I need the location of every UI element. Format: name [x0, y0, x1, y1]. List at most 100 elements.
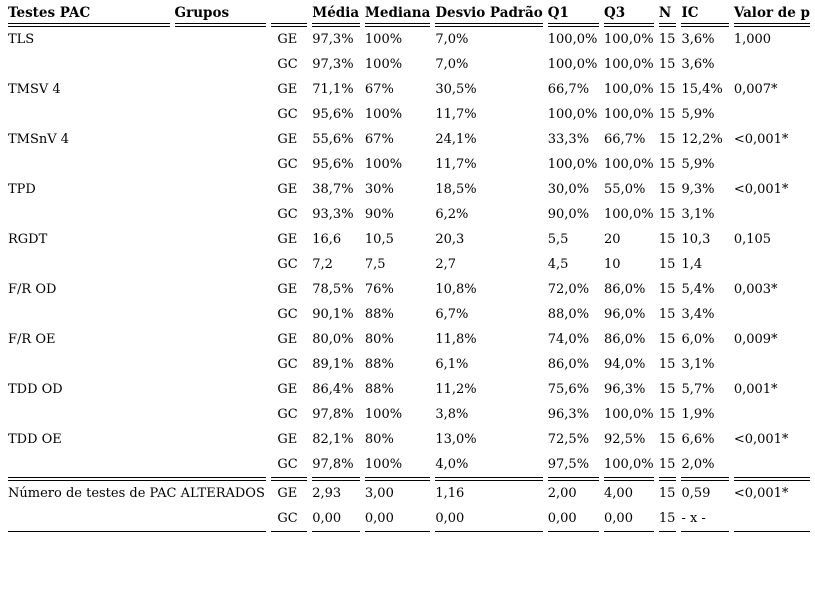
ic-cell: 15,4% [681, 82, 723, 97]
q3-cell: 100,0% [604, 407, 654, 422]
group-cell: GC [277, 357, 298, 372]
n-cell: 15 [658, 57, 676, 72]
column-header-group-values [271, 1, 308, 27]
n-cell: 15 [658, 107, 676, 122]
media-cell: 97,3% [312, 57, 354, 72]
ic-cell: 1,4 [681, 257, 703, 272]
test-name-cell: F/R OE [8, 332, 56, 347]
n-cell: 15 [658, 32, 676, 47]
table-row: F/R OD GE 78,5% 76% 10,8% 72,0% 86,0% 15 5,4% 0,0… [8, 277, 810, 302]
q1-cell: 66,7% [547, 82, 590, 97]
media-cell: 93,3% [312, 207, 354, 222]
mediana-cell: 100% [364, 107, 403, 122]
header-row: Testes PAC Grupos Média Mediana Desvio P… [8, 1, 810, 27]
q3-cell: 100,0% [604, 82, 654, 97]
mediana-cell: 80% [364, 332, 394, 347]
p-value-cell [734, 402, 810, 427]
test-name-cell [8, 452, 267, 481]
group-cell: GC [271, 452, 308, 481]
group-cell: GC [271, 506, 308, 532]
test-name-cell: RGDT [8, 232, 48, 247]
test-name-cell [8, 402, 266, 427]
n-cell: 15 [658, 452, 677, 481]
column-header-valor-de-p: Valor de p [733, 1, 810, 27]
column-header-q3: Q3 [604, 1, 654, 27]
test-name-cell [8, 506, 267, 532]
desvio-padrao-cell: 11,7% [435, 157, 477, 172]
n-cell: 15 [658, 132, 676, 147]
mediana-cell: 67% [364, 132, 394, 147]
n-cell: 15 [658, 506, 677, 532]
p-value-cell [734, 202, 810, 227]
ic-cell: 5,9% [681, 157, 715, 172]
mediana-cell: 100% [364, 57, 403, 72]
group-cell: GC [277, 407, 298, 422]
q1-cell: 96,3% [547, 407, 590, 422]
ic-cell: 5,9% [681, 107, 715, 122]
desvio-padrao-cell: 11,7% [435, 107, 477, 122]
q3-cell: 92,5% [604, 432, 646, 447]
test-name-cell: Número de testes de PAC ALTERADOS [8, 486, 265, 501]
test-name-cell: TDD OD [8, 382, 63, 397]
ic-cell: 3,1% [681, 207, 715, 222]
table-row: GC 7,2 7,5 2,7 4,5 10 15 1,4 [8, 252, 810, 277]
n-cell: 15 [658, 357, 676, 372]
desvio-padrao-cell: 11,8% [435, 332, 477, 347]
desvio-padrao-cell: 2,7 [435, 257, 457, 272]
table-row: GC 95,6% 100% 11,7% 100,0% 100,0% 15 5,9% [8, 102, 810, 127]
media-cell: 89,1% [312, 357, 354, 372]
mediana-cell: 67% [364, 82, 394, 97]
group-cell: GE [277, 32, 298, 47]
table-body: TLS GE 97,3% 100% 7,0% 100,0% 100,0% 15 3,6% 1,00… [8, 27, 810, 532]
column-header-ic: IC [681, 1, 729, 27]
table-row: GC 97,3% 100% 7,0% 100,0% 100,0% 15 3,6% [8, 52, 810, 77]
group-cell: GC [277, 107, 298, 122]
mediana-cell: 80% [364, 432, 394, 447]
desvio-padrao-cell: 1,16 [435, 486, 465, 501]
media-cell: 71,1% [312, 82, 354, 97]
q3-cell: 100,0% [604, 32, 654, 47]
q1-cell: 0,00 [547, 506, 600, 532]
q1-cell: 2,00 [547, 486, 577, 501]
group-cell: GC [277, 307, 298, 322]
media-cell: 82,1% [312, 432, 354, 447]
media-cell: 2,93 [312, 486, 342, 501]
p-value-cell: <0,001* [733, 486, 789, 501]
desvio-padrao-cell: 6,2% [435, 207, 469, 222]
desvio-padrao-cell: 30,5% [435, 82, 477, 97]
group-cell: GE [277, 182, 298, 197]
ic-cell: 3,1% [681, 357, 715, 372]
q1-cell: 4,5 [547, 257, 569, 272]
ic-cell: 1,9% [681, 407, 715, 422]
n-cell: 15 [658, 332, 676, 347]
media-cell: 78,5% [312, 282, 354, 297]
desvio-padrao-cell: 6,1% [435, 357, 469, 372]
n-cell: 15 [658, 182, 676, 197]
column-header-desvio-padrao: Desvio Padrão [435, 1, 543, 27]
group-cell: GC [277, 257, 298, 272]
table-row: TPD GE 38,7% 30% 18,5% 30,0% 55,0% 15 9,3% <0,001… [8, 177, 810, 202]
test-name-cell: TMSnV 4 [8, 132, 70, 147]
column-header-q1: Q1 [547, 1, 600, 27]
q3-cell: 100,0% [604, 107, 654, 122]
desvio-padrao-cell: 11,2% [435, 382, 477, 397]
table-row: GC 89,1% 88% 6,1% 86,0% 94,0% 15 3,1% [8, 352, 810, 377]
table-row: TMSV 4 GE 71,1% 67% 30,5% 66,7% 100,0% 15 15,4% 0… [8, 77, 810, 102]
n-cell: 15 [658, 432, 676, 447]
q1-cell: 88,0% [547, 307, 590, 322]
n-cell: 15 [658, 232, 676, 247]
table-row: TDD OE GE 82,1% 80% 13,0% 72,5% 92,5% 15 6,6% <0,… [8, 427, 810, 452]
media-cell: 97,8% [312, 407, 354, 422]
p-value-cell [734, 252, 810, 277]
mediana-cell: 88% [364, 382, 394, 397]
q3-cell: 4,00 [604, 486, 633, 501]
q3-cell: 86,0% [604, 332, 646, 347]
q3-cell: 96,3% [604, 382, 646, 397]
p-value-cell [733, 452, 810, 481]
test-name-cell [8, 252, 266, 277]
desvio-padrao-cell: 10,8% [435, 282, 477, 297]
p-value-cell: 1,000 [733, 32, 772, 47]
p-value-cell: <0,001* [733, 132, 789, 147]
q1-cell: 72,0% [547, 282, 590, 297]
table-row: GC 0,00 0,00 0,00 0,00 0,00 15- x - [8, 506, 810, 532]
